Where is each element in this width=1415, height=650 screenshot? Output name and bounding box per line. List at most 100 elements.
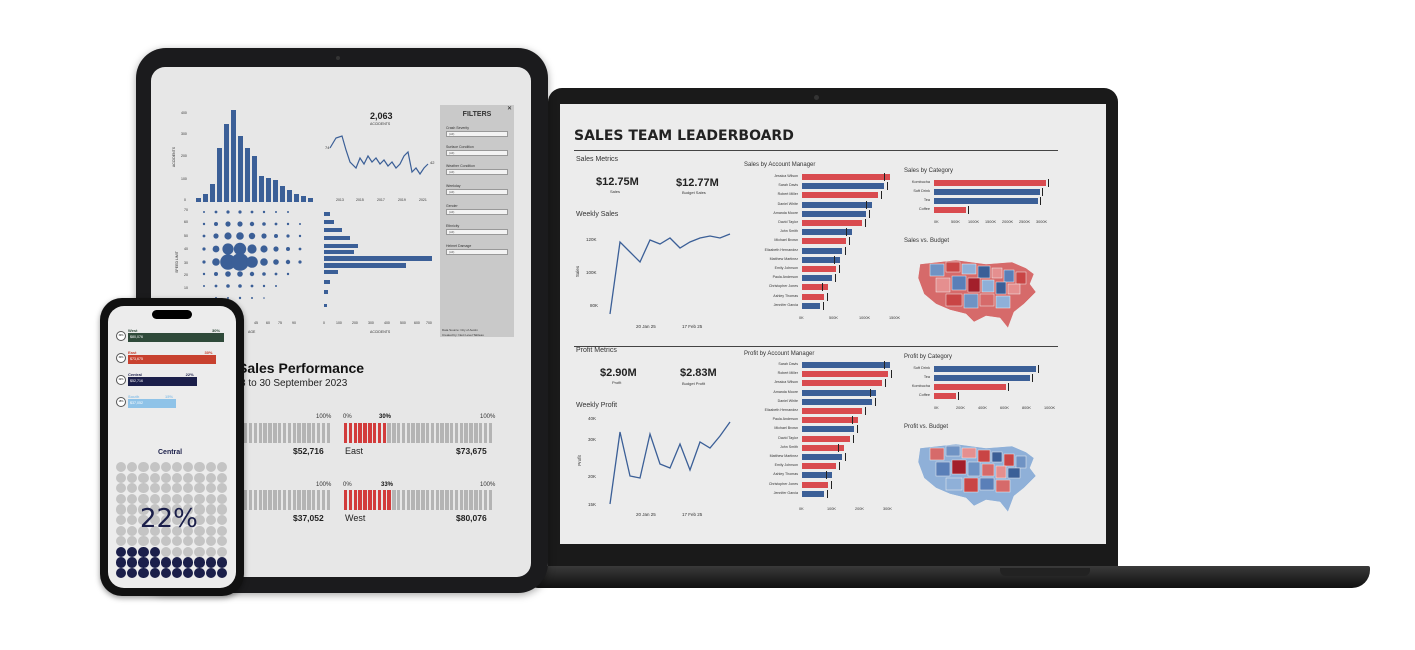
- filter-select[interactable]: (All): [446, 169, 508, 175]
- year-tick: 2013: [336, 198, 344, 202]
- gauge-segment: [307, 490, 311, 510]
- gauge-segment: [474, 490, 478, 510]
- gauge-segment: [372, 490, 377, 510]
- waffle-dot: [127, 546, 138, 557]
- gauge-segment: [263, 490, 267, 510]
- year-tick: 2017: [377, 198, 385, 202]
- hist-y-label: ACCIDENTS: [172, 146, 177, 168]
- region-bar[interactable]: [128, 377, 198, 386]
- waffle-dot: [116, 568, 127, 579]
- budget-marker: [823, 301, 824, 310]
- gauge-segment: [425, 490, 430, 510]
- budget-sales-value: $12.77M: [676, 177, 719, 189]
- profit-caption: Profit: [612, 380, 622, 385]
- speed-accidents-bars: [324, 212, 432, 307]
- filter-surface-condition[interactable]: Surface Condition (All): [446, 145, 508, 156]
- budget-profit-value: $2.83M: [680, 367, 717, 379]
- sales-performance-date: 3 to 30 September 2023: [240, 378, 348, 389]
- gauge-segment: [358, 490, 362, 510]
- selected-region-label: Central: [158, 449, 183, 456]
- waffle-dot: [127, 472, 138, 483]
- budget-marker: [849, 237, 850, 246]
- region-value: $73,675: [130, 357, 143, 361]
- sales-by-am-chart: Jessica Wilson Sarah Davis Robert Miller Da…: [744, 173, 900, 334]
- laptop-base: [520, 566, 1370, 588]
- weekly-sales-chart: [609, 233, 731, 315]
- manager-label: Amanda Moore: [773, 210, 798, 215]
- west-gauge: [344, 490, 492, 510]
- filter-select[interactable]: (All): [446, 150, 508, 156]
- bar-x-tick: 200: [352, 321, 358, 325]
- filters-close-button[interactable]: ✕: [506, 106, 512, 112]
- waffle-dot: [172, 483, 183, 494]
- region-bar[interactable]: [128, 399, 176, 408]
- waffle-dot: [194, 536, 205, 547]
- gauge-segment: [358, 423, 362, 443]
- waffle-dot: [127, 483, 138, 494]
- filter-select[interactable]: (All): [446, 229, 508, 235]
- filter-ethnicity[interactable]: Ethnicity (All): [446, 224, 508, 235]
- speed-y-tick: 70: [184, 208, 188, 212]
- waffle-dot: [172, 472, 183, 483]
- filter-select[interactable]: (All): [446, 131, 508, 137]
- region-name: East: [128, 350, 137, 355]
- weekly-sales-ylabel: Sales: [575, 265, 581, 278]
- sales-by-category-label: Sales by Category: [904, 168, 954, 174]
- hist-y-tick: 400: [181, 111, 187, 115]
- west-pct-label: 33%: [381, 482, 394, 488]
- budget-marker: [1040, 197, 1041, 205]
- manager-label: Jennifer Garcia: [773, 302, 798, 307]
- manager-bar: [802, 210, 866, 217]
- gauge-segment: [297, 423, 301, 443]
- filter-select[interactable]: (All): [446, 209, 508, 215]
- waffle-dot: [149, 546, 160, 557]
- profit-by-category-label: Profit by Category: [904, 354, 953, 360]
- filter-crash-severity[interactable]: Crash Severity (All): [446, 126, 508, 137]
- category-bar: [934, 198, 1038, 204]
- filter-weekday[interactable]: Weekday (All): [446, 184, 508, 195]
- weekly-sales-tick: 80K: [590, 303, 599, 308]
- bar-x-tick: 100: [336, 321, 342, 325]
- gauge-segment: [421, 423, 425, 443]
- sales-by-category-chart: Kombucha Soft Drink Tea Coffee 0K 500K 1000K 15…: [904, 179, 1059, 228]
- manager-label: Jessica Wilson: [774, 380, 798, 385]
- filter-weather-condition[interactable]: Weather Condition (All): [446, 164, 508, 175]
- manager-label: Robert Miller: [777, 371, 798, 376]
- gauge-segment: [483, 490, 488, 510]
- gauge-segment: [401, 423, 406, 443]
- waffle-dot: [172, 557, 183, 568]
- filter-select[interactable]: (All): [446, 189, 508, 195]
- manager-bar: [802, 481, 828, 488]
- category-bar: [934, 189, 1040, 195]
- waffle-dot: [216, 568, 227, 579]
- gauge-segment: [387, 423, 391, 443]
- filter-helmet-damage[interactable]: Helmet Damage (All): [446, 244, 508, 255]
- filter-select[interactable]: (All): [446, 249, 508, 255]
- gauge-segment: [411, 423, 415, 443]
- gauge-segment: [382, 490, 386, 510]
- manager-bar: [802, 380, 882, 387]
- speed-y-tick: 60: [184, 220, 188, 224]
- gauge-segment: [478, 490, 483, 510]
- waffle-dot: [160, 504, 171, 515]
- profit-vs-budget-label: Profit vs. Budget: [904, 424, 949, 430]
- gauge-segment: [258, 423, 263, 443]
- axis-tick: 2500K: [1019, 220, 1030, 224]
- year-tick: 2021: [419, 198, 427, 202]
- waffle-dot: [172, 546, 183, 557]
- gauge-segment: [430, 423, 435, 443]
- waffle-dot: [183, 568, 194, 579]
- axis-tick: 500K: [829, 316, 838, 320]
- waffle-dot: [127, 568, 138, 579]
- waffle-dot: [138, 546, 149, 557]
- region-bar[interactable]: [128, 355, 217, 364]
- weekly-profit-chart: [609, 421, 731, 505]
- gauge-0-label: 0%: [343, 414, 352, 420]
- waffle-dot: [160, 515, 171, 526]
- manager-label: David Taylor: [778, 435, 798, 440]
- manager-bar: [802, 454, 842, 460]
- region-bar[interactable]: [128, 333, 224, 342]
- gauge-segment: [353, 423, 358, 443]
- filter-gender[interactable]: Gender (All): [446, 204, 508, 215]
- waffle-dot: [127, 493, 138, 504]
